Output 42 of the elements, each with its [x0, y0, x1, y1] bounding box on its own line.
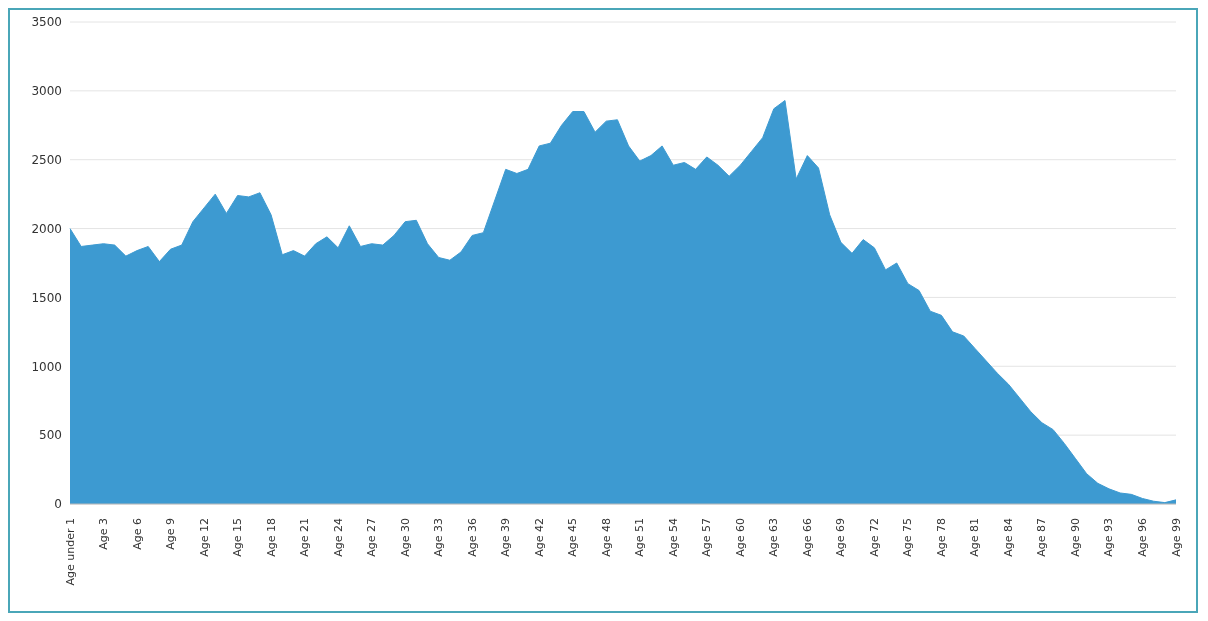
x-tick-label: Age 48: [599, 518, 613, 557]
x-tick-label: Age 60: [733, 518, 747, 557]
x-tick-label: Age 21: [298, 518, 312, 557]
x-tick-label: Age 3: [97, 518, 111, 550]
x-tick-label: Age 93: [1102, 518, 1116, 557]
x-tick-label: Age 6: [130, 518, 144, 550]
x-tick-label: Age 78: [934, 518, 948, 557]
x-tick-label: Age 75: [901, 518, 915, 557]
x-tick-label: Age 45: [566, 518, 580, 557]
x-tick-label: Age 84: [1001, 518, 1015, 557]
y-tick-label: 2000: [31, 221, 62, 236]
x-tick-label: Age 81: [968, 518, 982, 557]
x-tick-label: Age 36: [465, 518, 479, 557]
x-tick-label: Age 66: [800, 518, 814, 557]
y-tick-label: 2500: [31, 152, 62, 167]
y-tick-label: 3000: [31, 84, 62, 99]
y-tick-label: 500: [39, 428, 62, 443]
x-tick-label: Age 12: [197, 518, 211, 557]
x-tick-label: Age 39: [499, 518, 513, 557]
x-tick-label: Age 42: [532, 518, 546, 557]
x-tick-label: Age 18: [264, 518, 278, 557]
x-tick-label: Age 69: [834, 518, 848, 557]
y-tick-label: 1500: [31, 290, 62, 305]
x-tick-label: Age 57: [700, 518, 714, 557]
x-tick-label: Age 27: [365, 518, 379, 557]
y-tick-label: 0: [54, 497, 62, 512]
x-tick-label: Age 72: [867, 518, 881, 557]
x-tick-label: Age 63: [767, 518, 781, 557]
x-tick-label: Age 87: [1035, 518, 1049, 557]
x-tick-label: Age 33: [432, 518, 446, 557]
x-tick-label: Age 99: [1169, 518, 1183, 557]
x-tick-label: Age 9: [164, 518, 178, 550]
x-tick-label: Age 51: [633, 518, 647, 557]
x-tick-label: Age 15: [231, 518, 245, 557]
x-tick-label: Age 24: [331, 518, 345, 557]
x-tick-label: Age 30: [398, 518, 412, 557]
x-tick-label: Age 96: [1135, 518, 1149, 557]
y-tick-label: 1000: [31, 359, 62, 374]
x-tick-label: Age 54: [666, 518, 680, 557]
x-tick-label: Age under 1: [63, 518, 77, 586]
x-tick-label: Age 90: [1068, 518, 1082, 557]
y-tick-label: 3500: [31, 15, 62, 30]
